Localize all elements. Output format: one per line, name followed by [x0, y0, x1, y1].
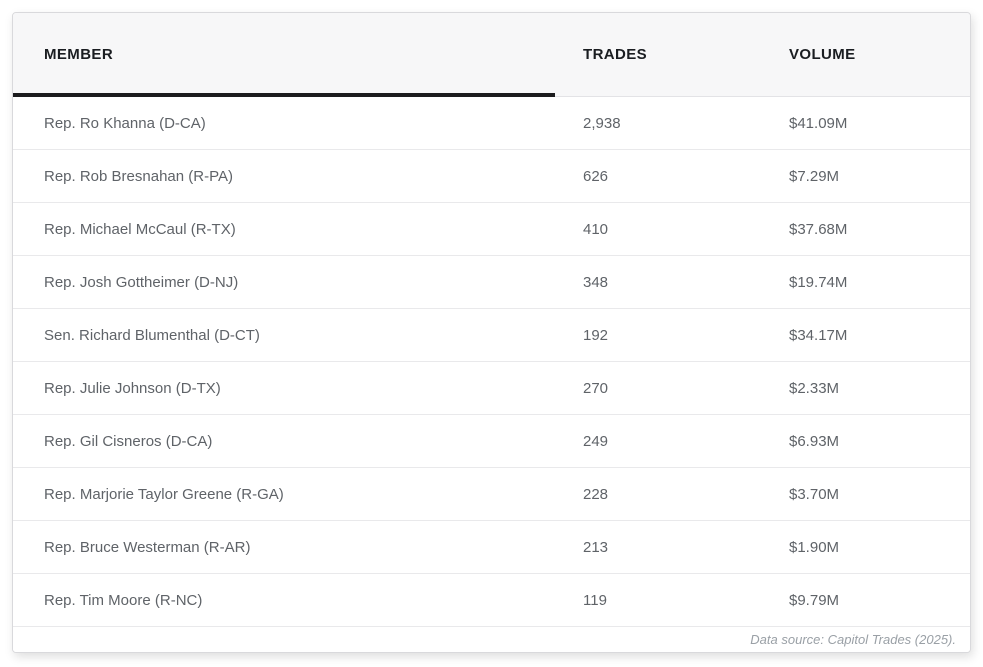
member-cell: Rep. Julie Johnson (D-TX): [44, 379, 221, 397]
table-row: Rep. Ro Khanna (D-CA) 2,938 $41.09M: [13, 97, 970, 150]
table-row: Rep. Marjorie Taylor Greene (R-GA) 228 $…: [13, 468, 970, 521]
volume-cell: $37.68M: [789, 220, 848, 238]
volume-cell: $3.70M: [789, 485, 840, 503]
member-cell: Rep. Gil Cisneros (D-CA): [44, 432, 213, 450]
header-accent-underline: [13, 93, 555, 97]
trades-cell: 410: [583, 220, 609, 238]
column-header-member: MEMBER: [44, 46, 114, 63]
volume-cell: $34.17M: [789, 326, 848, 344]
trades-cell: 2,938: [583, 114, 621, 132]
member-cell: Rep. Ro Khanna (D-CA): [44, 114, 206, 132]
member-cell: Rep. Josh Gottheimer (D-NJ): [44, 273, 239, 291]
member-cell: Rep. Tim Moore (R-NC): [44, 591, 203, 609]
member-cell: Rep. Marjorie Taylor Greene (R-GA): [44, 485, 284, 503]
table-row: Rep. Rob Bresnahan (R-PA) 626 $7.29M: [13, 150, 970, 203]
member-cell: Rep. Rob Bresnahan (R-PA): [44, 167, 233, 185]
column-header-trades: TRADES: [583, 46, 648, 63]
member-cell: Rep. Michael McCaul (R-TX): [44, 220, 236, 238]
trades-cell: 270: [583, 379, 609, 397]
member-cell: Sen. Richard Blumenthal (D-CT): [44, 326, 260, 344]
column-header-volume: VOLUME: [789, 46, 856, 63]
volume-cell: $19.74M: [789, 273, 848, 291]
table-row: Rep. Gil Cisneros (D-CA) 249 $6.93M: [13, 415, 970, 468]
trades-cell: 348: [583, 273, 609, 291]
trades-cell: 626: [583, 167, 609, 185]
volume-cell: $9.79M: [789, 591, 840, 609]
data-source-caption: Data source: Capitol Trades (2025).: [750, 632, 956, 647]
table-footer: Data source: Capitol Trades (2025).: [13, 627, 970, 652]
table-row: Rep. Michael McCaul (R-TX) 410 $37.68M: [13, 203, 970, 256]
table-row: Rep. Josh Gottheimer (D-NJ) 348 $19.74M: [13, 256, 970, 309]
table-row: Rep. Julie Johnson (D-TX) 270 $2.33M: [13, 362, 970, 415]
trades-table-card: MEMBER TRADES VOLUME Rep. Ro Khanna (D-C…: [12, 12, 971, 653]
table-row: Sen. Richard Blumenthal (D-CT) 192 $34.1…: [13, 309, 970, 362]
trades-cell: 192: [583, 326, 609, 344]
table-row: Rep. Tim Moore (R-NC) 119 $9.79M: [13, 574, 970, 627]
volume-cell: $1.90M: [789, 538, 840, 556]
volume-cell: $41.09M: [789, 114, 848, 132]
trades-cell: 213: [583, 538, 609, 556]
volume-cell: $2.33M: [789, 379, 840, 397]
trades-cell: 119: [583, 591, 607, 609]
table-header-row: MEMBER TRADES VOLUME: [13, 13, 970, 97]
volume-cell: $7.29M: [789, 167, 840, 185]
trades-cell: 228: [583, 485, 609, 503]
member-cell: Rep. Bruce Westerman (R-AR): [44, 538, 251, 556]
volume-cell: $6.93M: [789, 432, 840, 450]
table-row: Rep. Bruce Westerman (R-AR) 213 $1.90M: [13, 521, 970, 574]
table-body: Rep. Ro Khanna (D-CA) 2,938 $41.09M Rep.…: [13, 97, 970, 627]
trades-cell: 249: [583, 432, 609, 450]
